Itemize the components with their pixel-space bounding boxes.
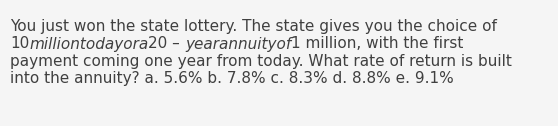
Text: into the annuity? a. 5.6% b. 7.8% c. 8.3% d. 8.8% e. 9.1%: into the annuity? a. 5.6% b. 7.8% c. 8.3… [10,71,454,87]
Text: 20 –: 20 – [148,37,185,52]
Text: payment coming one year from today. What rate of return is built: payment coming one year from today. What… [10,54,512,69]
Text: yearannuityof: yearannuityof [185,37,291,52]
Text: 10: 10 [10,37,29,52]
Text: milliontodayora: milliontodayora [29,37,148,52]
Text: You just won the state lottery. The state gives you the choice of: You just won the state lottery. The stat… [10,19,497,34]
Text: 1 million, with the first: 1 million, with the first [291,37,464,52]
